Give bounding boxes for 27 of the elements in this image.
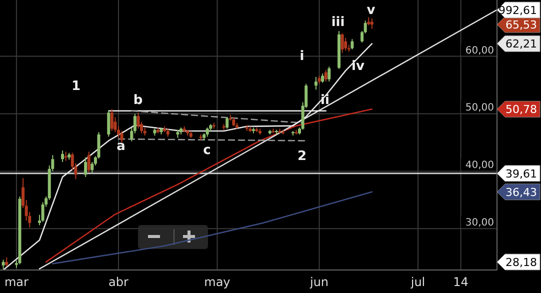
- annotation: i: [300, 49, 304, 64]
- y-tick-label: 60,00: [465, 45, 494, 56]
- annotation: ii: [320, 93, 330, 108]
- annotation: 1: [71, 79, 81, 94]
- annotation: v: [366, 3, 376, 18]
- annotation: iii: [331, 15, 345, 30]
- x-tick-label: mar: [4, 275, 29, 289]
- annotation: 2: [297, 149, 307, 164]
- text: 36,43: [506, 186, 537, 199]
- ref-line-label: 39,61: [506, 167, 537, 180]
- text: 65,53: [506, 18, 537, 32]
- y-tick-label: 50,00: [465, 102, 494, 114]
- x-tick-label: may: [204, 275, 230, 289]
- text: 28,18: [506, 256, 537, 269]
- text: 62,21: [506, 38, 537, 51]
- y-tick-label: 40,00: [465, 160, 494, 172]
- y-tick-label: 30,00: [465, 218, 494, 229]
- text: 50,78: [506, 103, 537, 116]
- annotation: c: [203, 143, 211, 158]
- annotation: iv: [352, 59, 365, 74]
- text: 992,61: [498, 4, 537, 17]
- annotation: b: [133, 93, 143, 108]
- x-tick-label: jun: [308, 275, 329, 289]
- x-tick-label: 14: [453, 275, 468, 289]
- x-tick-label: abr: [108, 275, 129, 289]
- annotation: a: [116, 139, 126, 154]
- x-tick-label: jul: [410, 275, 426, 289]
